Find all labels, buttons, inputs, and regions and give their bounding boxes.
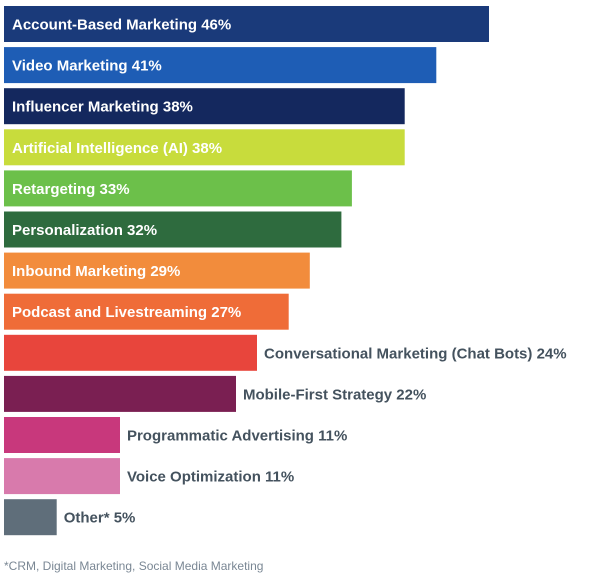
bar-label-4: Artificial Intelligence (AI) 38% xyxy=(12,140,222,157)
bar-12 xyxy=(4,458,120,495)
bar-2 xyxy=(4,47,437,84)
bar-label-5: Retargeting 33% xyxy=(12,181,130,198)
bar-9 xyxy=(4,334,257,371)
bar-label-8: Podcast and Livestreaming 27% xyxy=(12,304,241,321)
bar-10 xyxy=(4,375,236,412)
bar-1 xyxy=(4,6,489,42)
bar-5 xyxy=(4,170,352,207)
bar-label-2: Video Marketing 41% xyxy=(12,58,162,75)
bar-label-7: Inbound Marketing 29% xyxy=(12,263,180,280)
footnote: *CRM, Digital Marketing, Social Media Ma… xyxy=(4,559,264,573)
bar-4 xyxy=(4,129,405,166)
bar-label-12: Voice Optimization 11% xyxy=(127,469,294,486)
bar-11 xyxy=(4,417,120,453)
bar-label-3: Influencer Marketing 38% xyxy=(12,99,193,116)
bar-label-9: Conversational Marketing (Chat Bots) 24% xyxy=(264,345,567,362)
bar-13 xyxy=(4,499,57,536)
bar-6 xyxy=(4,211,342,248)
bar-3 xyxy=(4,88,405,125)
bar-label-6: Personalization 32% xyxy=(12,222,157,239)
bar-label-11: Programmatic Advertising 11% xyxy=(127,428,347,445)
bar-label-1: Account-Based Marketing 46% xyxy=(12,17,231,34)
bar-label-13: Other* 5% xyxy=(64,510,136,527)
bar-label-10: Mobile-First Strategy 22% xyxy=(243,386,426,403)
bar-8 xyxy=(4,293,289,330)
bar-7 xyxy=(4,252,310,289)
